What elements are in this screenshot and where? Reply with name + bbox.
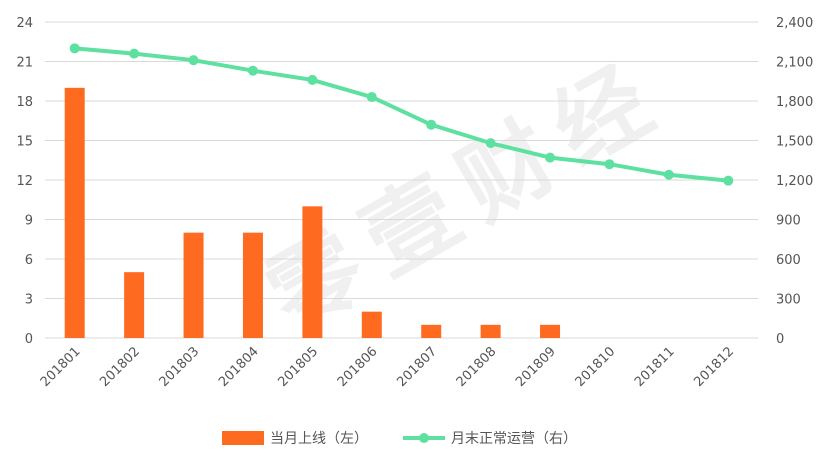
y-right-tick-label: 0 [776, 332, 784, 347]
bar [361, 311, 382, 338]
y-left-tick-label: 0 [25, 332, 33, 347]
y-left-tick-label: 3 [25, 293, 33, 308]
x-tick-label: 201801 [38, 344, 84, 390]
y-right-tick-label: 300 [776, 293, 801, 308]
x-axis: 201801 201802 201803 201804 201805 201806 2018… [38, 344, 737, 390]
y-right-tick-label: 1,800 [776, 95, 813, 110]
y-right-tick-label: 600 [776, 253, 801, 268]
legend-line-marker [419, 433, 429, 443]
bar [242, 232, 263, 338]
y-left-tick-label: 15 [16, 135, 33, 150]
line-point [129, 48, 140, 59]
bar [302, 206, 323, 338]
line-point [663, 169, 674, 180]
x-tick-label: 201808 [454, 344, 500, 390]
legend-line-label: 月末正常运营（右） [451, 431, 577, 447]
line-point [426, 119, 437, 130]
x-tick-label: 201803 [157, 344, 203, 390]
line-point [604, 159, 615, 170]
bar [124, 272, 145, 338]
y-axis-right: 0 300 600 900 1,200 1,500 1,800 2,100 2,400 [776, 16, 813, 347]
line-point [307, 74, 318, 85]
line-point [188, 55, 199, 66]
line-point [247, 65, 258, 76]
x-tick-label: 201806 [335, 344, 381, 390]
line-point [545, 152, 556, 163]
line-point [723, 175, 734, 186]
x-tick-label: 201810 [573, 344, 619, 390]
y-left-tick-label: 9 [25, 214, 33, 229]
bar [480, 324, 501, 338]
y-right-tick-label: 1,200 [776, 174, 813, 189]
y-left-tick-label: 12 [16, 174, 33, 189]
gridlines [45, 21, 758, 339]
legend-bar-label: 当月上线（左） [270, 431, 368, 447]
x-tick-label: 201809 [513, 344, 559, 390]
x-tick-label: 201802 [97, 344, 143, 390]
legend: 当月上线（左） 月末正常运营（右） [222, 431, 577, 447]
y-right-tick-label: 900 [776, 214, 801, 229]
line-series [69, 43, 734, 186]
y-right-tick-label: 1,500 [776, 135, 813, 150]
y-right-tick-label: 2,400 [776, 16, 813, 31]
x-tick-label: 201805 [275, 344, 321, 390]
y-left-tick-label: 6 [25, 253, 33, 268]
line-point [69, 43, 80, 54]
x-tick-label: 201807 [394, 344, 440, 390]
y-left-tick-label: 21 [16, 56, 33, 71]
line-point [366, 92, 377, 103]
x-tick-label: 201804 [216, 344, 262, 390]
y-axis-left: 0 3 6 9 12 15 18 21 24 [16, 16, 33, 347]
bar [64, 87, 85, 338]
bar [540, 324, 561, 338]
series-line [72, 46, 731, 183]
y-left-tick-label: 18 [16, 95, 33, 110]
line-point [485, 138, 496, 149]
y-left-tick-label: 24 [16, 16, 33, 31]
x-tick-label: 201811 [632, 344, 678, 390]
y-right-tick-label: 2,100 [776, 56, 813, 71]
x-tick-label: 201812 [691, 344, 737, 390]
bar-series [64, 87, 561, 338]
bar [421, 324, 442, 338]
legend-bar-swatch [222, 431, 264, 445]
bar [183, 232, 204, 338]
